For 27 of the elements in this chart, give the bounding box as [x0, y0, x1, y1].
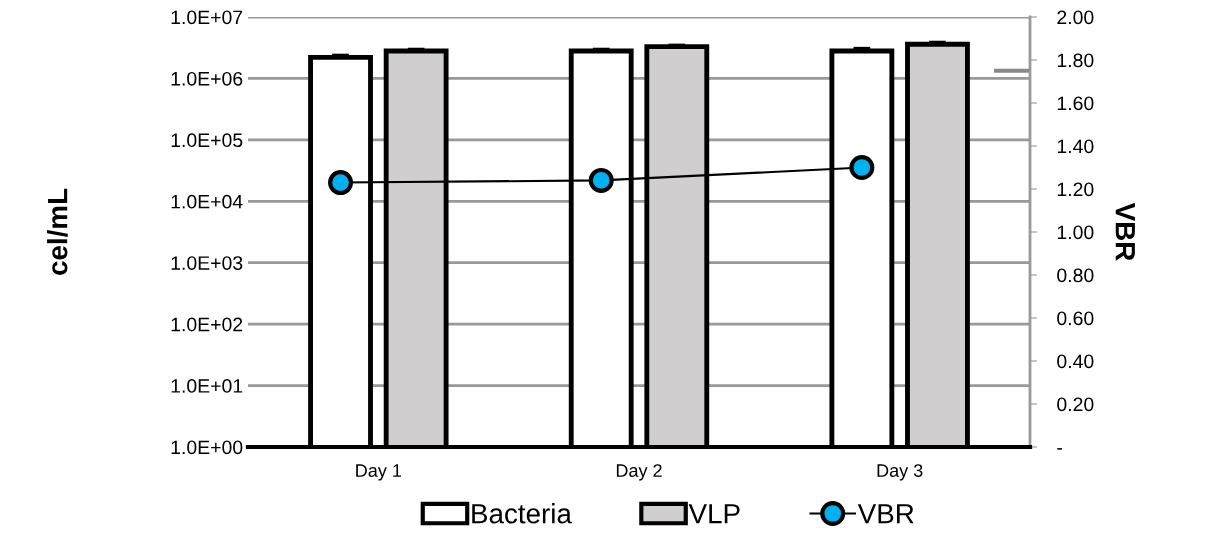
x-tick-label: Day 1: [356, 464, 402, 481]
y2-tick-label: 0.40: [1057, 354, 1094, 369]
y-axis-title: cel/mL: [47, 188, 68, 275]
y2-axis-title: VBR: [1115, 202, 1135, 261]
y2-tick-label: 1.40: [1057, 139, 1094, 154]
x-tick-label: Day 2: [616, 464, 662, 481]
y2-tick-label: 0.80: [1057, 268, 1094, 283]
y2-tick-label: 1.20: [1057, 182, 1094, 197]
y-tick-label: 1.0E+01: [171, 379, 243, 393]
y2-tick-label: 1.80: [1057, 53, 1094, 68]
y-tick-label: 1.0E+03: [171, 256, 243, 270]
y-tick-label: 1.0E+05: [171, 133, 243, 148]
y2-tick-label: -: [1057, 448, 1062, 450]
y-tick-label: 1.0E+02: [171, 317, 243, 332]
y2-tick-label: 0.20: [1057, 397, 1094, 412]
y-tick-label: 1.0E+07: [171, 10, 243, 25]
legend-label: VBR: [857, 504, 914, 524]
legend-label: VLP: [688, 504, 740, 524]
y-tick-label: 1.0E+06: [171, 71, 243, 86]
y2-tick-label: 1.60: [1057, 96, 1094, 111]
y-tick-label: 1.0E+04: [171, 194, 243, 209]
y-tick-label: 1.0E+00: [171, 440, 243, 455]
x-tick-label: Day 3: [877, 464, 923, 481]
y2-tick-label: 1.00: [1057, 225, 1094, 240]
legend-label: Bacteria: [472, 503, 572, 524]
y2-tick-label: 0.60: [1057, 311, 1094, 326]
y2-tick-label: 2.00: [1057, 10, 1094, 25]
